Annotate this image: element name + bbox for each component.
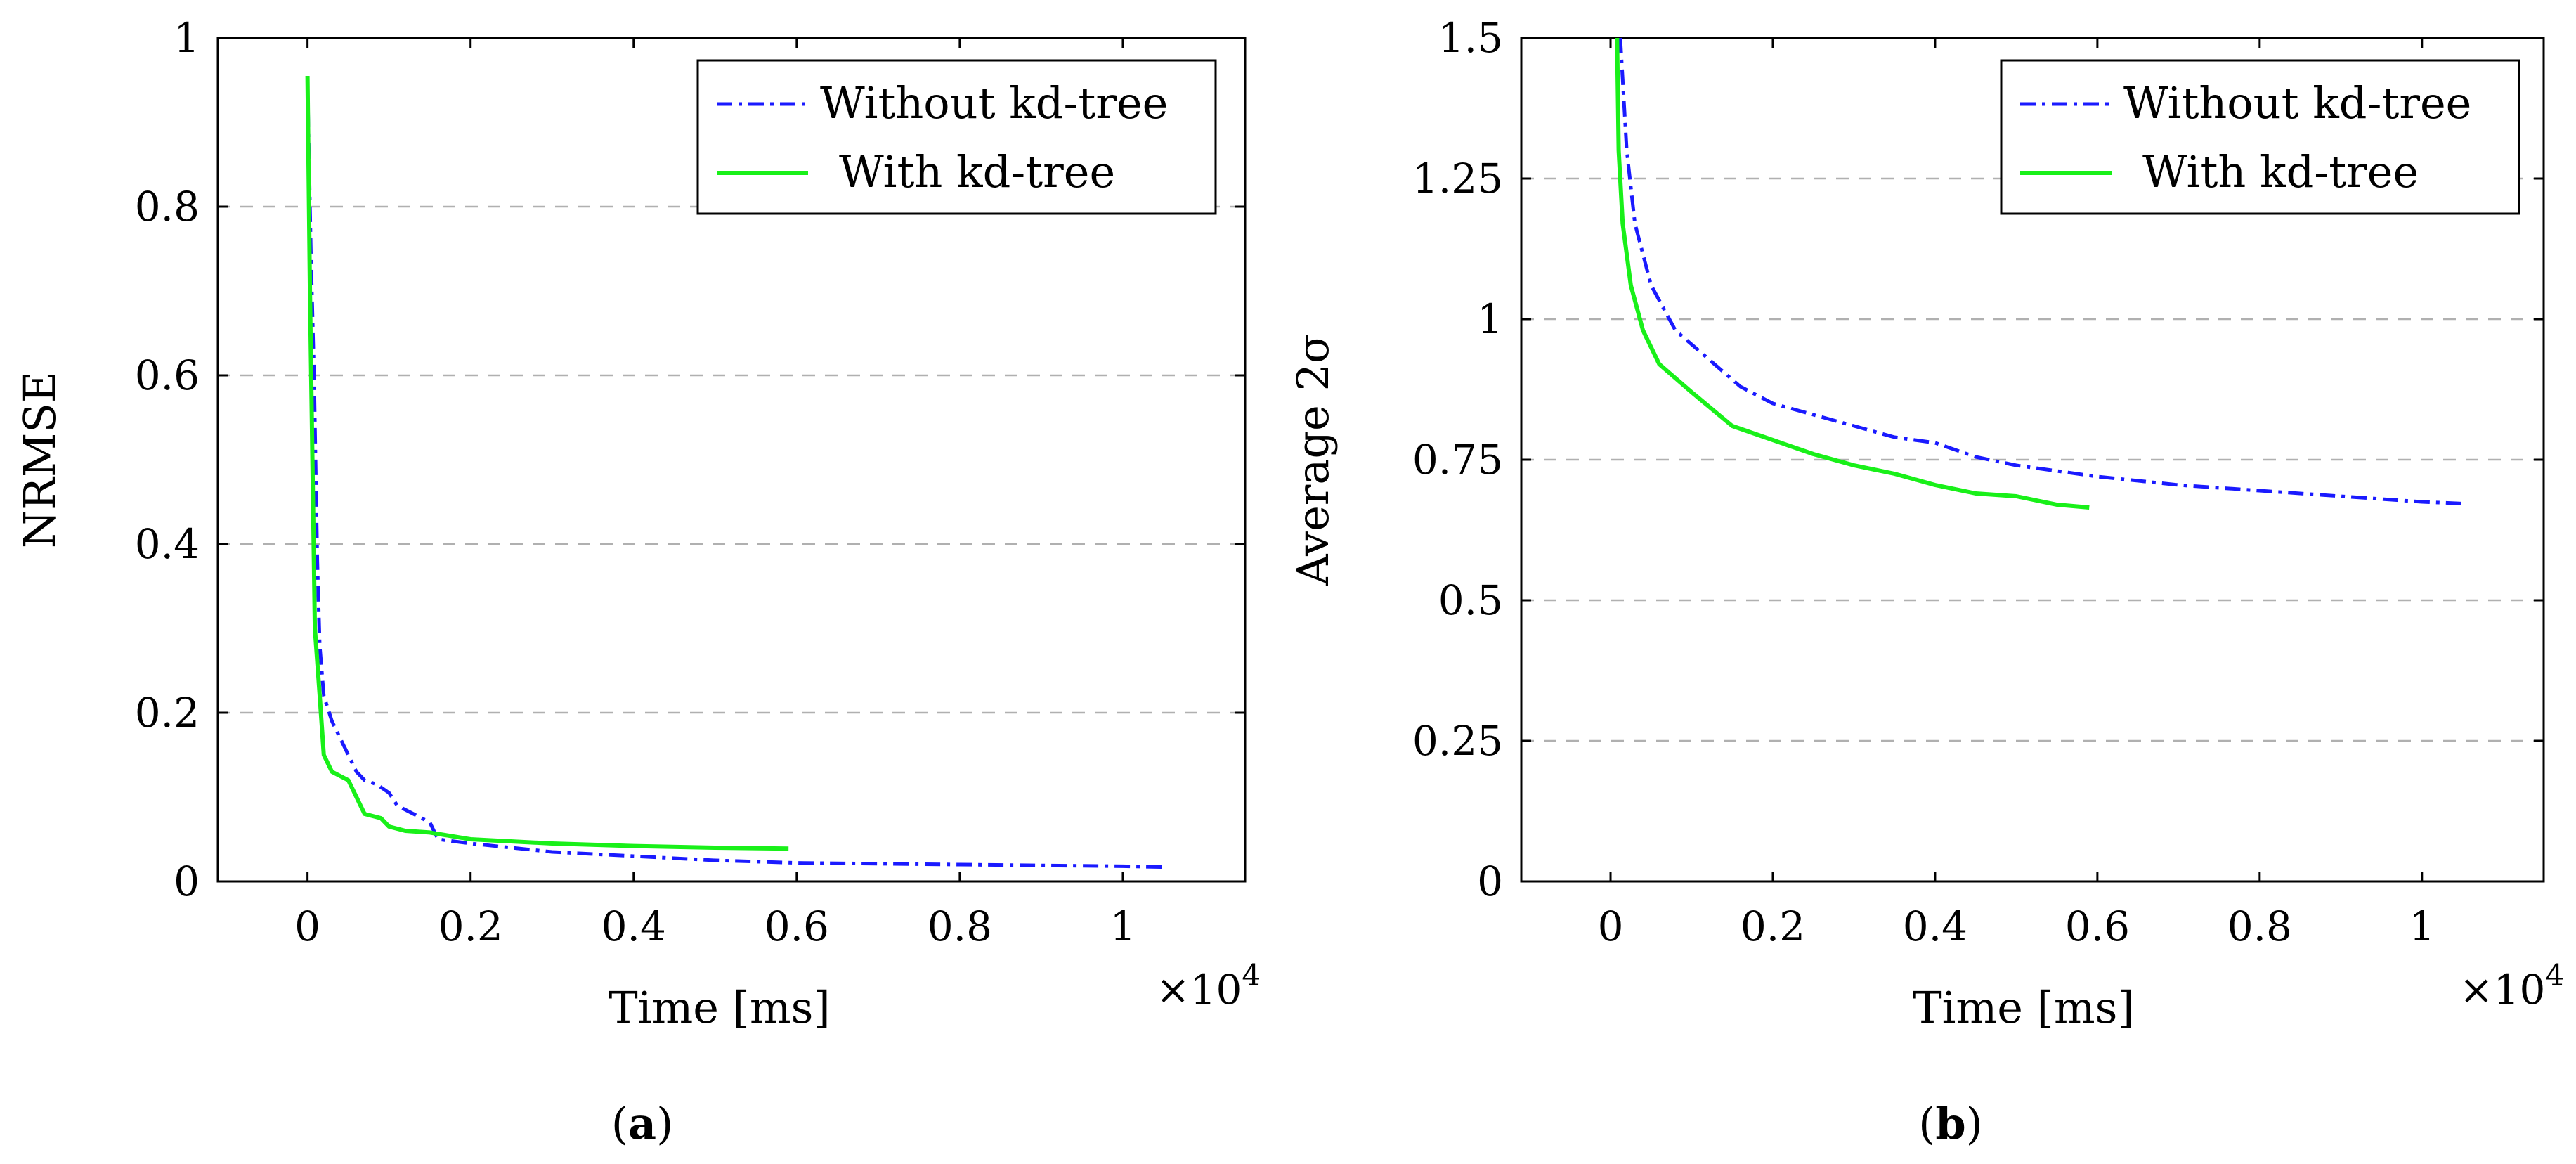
sub-caption-a: (a): [611, 1098, 674, 1149]
legend-label-with-kd-tree: With kd-tree: [839, 146, 1115, 198]
x-tick-label: 1: [1110, 903, 1136, 950]
legend-label-without-kd-tree: Without kd-tree: [820, 77, 1168, 129]
series-line-with-kd-tree: [305, 75, 789, 851]
y-tick-label: 0.5: [1438, 576, 1503, 624]
sub-caption-b: (b): [1918, 1098, 1983, 1149]
legend-box: [696, 59, 1217, 215]
series-lines: [1615, 37, 2463, 510]
y-tick-label: 1: [174, 14, 200, 62]
y-tick-label: 0.75: [1412, 436, 1503, 484]
x-tick-label: 0: [1598, 903, 1624, 950]
y-tick-label: 1.5: [1438, 14, 1503, 62]
legend: Without kd-tree With kd-tree: [696, 59, 1217, 215]
chart-panel-b: 0 0.25 0.5 0.75 1 1.25 1.5 0 0.2 0.4 0.6 0.8 1 Time…: [1287, 14, 2564, 1149]
x-tick-label: 0.2: [1741, 903, 1805, 950]
chart-panel-a: 00.20.40.60.81 0 0.2 0.4 0.6 0.8 1 Time [ms] …: [14, 14, 1261, 1149]
x-tick-label: 0.8: [928, 903, 992, 950]
grid-lines: [218, 205, 1245, 714]
x-tick-label: 1: [2409, 903, 2435, 950]
x-tick-labels: 0 0.2 0.4 0.6 0.8 1: [294, 38, 1136, 950]
legend: Without kd-tree With kd-tree: [2000, 59, 2520, 215]
series-line-without-kd-tree: [1618, 37, 2463, 505]
x-tick-label: 0.8: [2227, 903, 2292, 950]
x-multiplier-label: ×104: [2459, 958, 2564, 1014]
legend-label-without-kd-tree: Without kd-tree: [2123, 77, 2471, 129]
y-tick-label: 0: [174, 858, 200, 905]
y-tick-label: 0.6: [135, 351, 200, 399]
y-tick-label: 1: [1477, 295, 1503, 343]
y-tick-label: 0.4: [135, 520, 200, 568]
series-line-without-kd-tree: [306, 79, 1164, 869]
y-tick-labels: 0 0.2 0.4 0.6 0.8 1: [135, 14, 1245, 905]
y-tick-label: 1.25: [1412, 155, 1503, 202]
legend-label-with-kd-tree: With kd-tree: [2142, 146, 2419, 198]
series-line-with-kd-tree: [1615, 37, 2090, 510]
y-tick-label: 0.2: [135, 689, 200, 737]
x-tick-label: 0.6: [765, 903, 829, 950]
plot-frame: [216, 37, 1247, 883]
x-tick-label: 0.6: [2065, 903, 2130, 950]
x-tick-label: 0: [294, 903, 320, 950]
x-tick-label: 0.4: [601, 903, 666, 950]
y-tick-label: 0.8: [135, 183, 200, 231]
x-tick-labels: 0 0.2 0.4 0.6 0.8 1: [1598, 38, 2435, 950]
x-multiplier-label: ×104: [1156, 958, 1261, 1014]
y-axis-title: NRMSE: [14, 371, 65, 548]
series-lines: [305, 75, 1164, 869]
x-tick-label: 0.2: [438, 903, 503, 950]
y-tick-label: 0.25: [1412, 717, 1503, 765]
x-axis-title: Time [ms]: [1913, 982, 2134, 1033]
y-tick-labels: 0 0.25 0.5 0.75 1 1.25 1.5: [1412, 14, 2544, 905]
y-axis-title: Average 2σ: [1287, 334, 1339, 586]
grid-lines: [1521, 177, 2544, 742]
legend-box: [2000, 59, 2520, 215]
x-tick-label: 0.4: [1903, 903, 1967, 950]
x-axis-title: Time [ms]: [609, 982, 830, 1033]
y-tick-label: 0: [1477, 858, 1503, 905]
